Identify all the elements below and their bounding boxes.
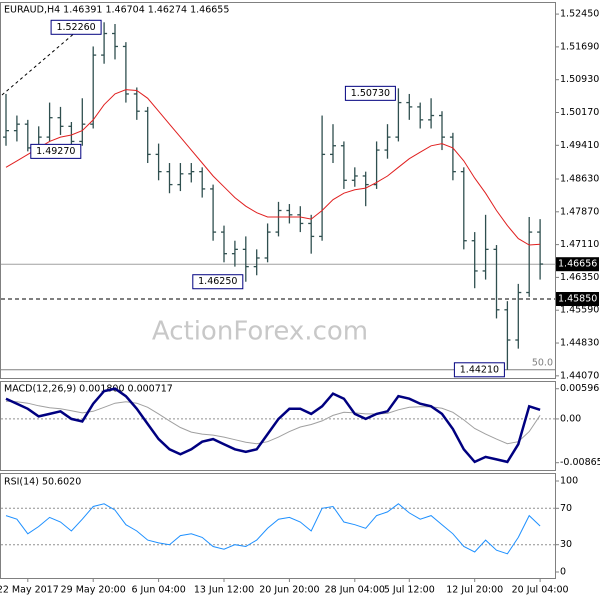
x-tick-label: 20 Jul 04:00 — [512, 585, 569, 596]
annotation-label: 1.50730 — [351, 88, 390, 99]
annotation-box — [453, 362, 505, 378]
rsi-frame — [0, 473, 556, 579]
annotation-label: 1.44210 — [460, 364, 499, 375]
macd-main — [5, 387, 541, 464]
y-tick-label: -0.008657 — [560, 457, 600, 468]
x-tick-label: 28 Jun 04:00 — [325, 585, 385, 596]
macd-signal — [5, 400, 541, 445]
price-label: 1.45850 — [558, 294, 597, 305]
y-tick-label: 1.51690 — [560, 41, 599, 52]
annotation-box — [30, 143, 82, 159]
y-tick-label: 1.46350 — [560, 272, 599, 283]
rsi-label: RSI(14) 50.6020 — [4, 477, 81, 488]
annotation-box — [50, 19, 102, 35]
x-tick-label: 22 May 2017 — [0, 585, 59, 596]
y-tick-label: 1.48630 — [560, 173, 599, 184]
rsi-line — [5, 503, 541, 555]
y-tick-label: 30 — [560, 539, 572, 550]
x-tick-label: 13 Jun 12:00 — [194, 585, 254, 596]
main-frame — [0, 2, 556, 379]
annotation-label: 1.49270 — [36, 146, 75, 157]
watermark: ActionForex.com — [152, 317, 368, 347]
annotation-box — [344, 85, 396, 101]
annotation-label: 1.46250 — [198, 276, 237, 287]
y-tick-label: 1.47870 — [560, 206, 599, 217]
price-label-box — [556, 292, 599, 307]
price-label: 1.46656 — [558, 259, 597, 270]
macd-frame — [0, 381, 556, 471]
price-label-box — [556, 257, 599, 272]
y-tick-label: 1.50170 — [560, 107, 599, 118]
fib-label: 50.0 — [532, 357, 553, 368]
y-tick-label: 1.50930 — [560, 74, 599, 85]
y-tick-label: 1.47110 — [560, 239, 599, 250]
chart-title: EURAUD,H4 1.46391 1.46704 1.46274 1.4665… — [4, 5, 229, 16]
annotation-label: 1.52260 — [56, 22, 95, 33]
macd-label: MACD(12,26,9) 0.001800 0.000717 — [4, 384, 173, 395]
y-tick-label: 1.49410 — [560, 140, 599, 151]
x-tick-label: 29 May 20:00 — [61, 585, 126, 596]
x-tick-label: 5 Jul 12:00 — [384, 585, 435, 596]
annotation-box — [192, 274, 244, 290]
moving-average — [5, 89, 541, 246]
x-tick-label: 6 Jun 04:00 — [131, 585, 185, 596]
y-tick-label: 0.005968 — [560, 383, 600, 394]
y-tick-label: 70 — [560, 503, 572, 514]
y-tick-label: 1.52450 — [560, 9, 599, 20]
x-tick-label: 20 Jun 20:00 — [259, 585, 319, 596]
y-tick-label: 1.45590 — [560, 305, 599, 316]
y-tick-label: 1.44830 — [560, 338, 599, 349]
y-tick-label: 0.00 — [560, 413, 581, 424]
y-tick-label: 100 — [560, 476, 578, 487]
x-tick-label: 12 Jul 20:00 — [446, 585, 503, 596]
y-tick-label: 1.44070 — [560, 370, 599, 381]
y-tick-label: 0 — [560, 566, 566, 577]
